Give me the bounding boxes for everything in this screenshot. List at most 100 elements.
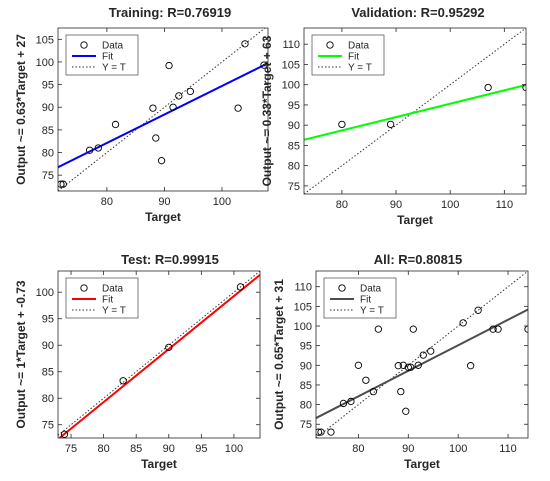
training-data-point	[260, 61, 268, 69]
training-legend-entry: Fit	[102, 52, 113, 63]
validation-x-tick-label: 110	[496, 199, 514, 211]
training-axes-frame	[57, 27, 269, 192]
training-legend-entry: Y = T	[102, 63, 126, 74]
test-data-point	[236, 283, 245, 291]
all-data-point	[474, 306, 482, 314]
all-y-axis-label: Output ~= 0.65*Target + 31	[272, 279, 286, 430]
validation-legend-entry: Y = T	[348, 63, 372, 74]
test-data-point	[60, 430, 69, 438]
test-fit-line	[58, 274, 260, 438]
training-title: Training: R=0.76919	[109, 5, 231, 20]
all-legend-entry: Data	[360, 284, 382, 295]
test-x-tick-label: 90	[163, 443, 175, 455]
all-y-tick-label: 105	[294, 301, 312, 313]
all-panel: All: R=0.80815 80 90 100 110 75 80 85 90 95 100 10…	[272, 252, 529, 471]
all-data-point	[414, 361, 422, 369]
all-data-point	[347, 397, 355, 406]
test-legend-entry: Data	[102, 284, 124, 295]
test-x-tick-label: 95	[195, 443, 207, 455]
all-y-tick-label: 85	[300, 380, 312, 392]
training-data-point	[234, 104, 242, 112]
all-data-point	[399, 361, 407, 369]
validation-plot-content	[304, 28, 526, 194]
training-legend-data-marker	[80, 41, 88, 49]
test-x-axis-label: Target	[141, 457, 177, 471]
all-y-tick-label: 75	[300, 419, 312, 431]
training-y-tick-label: 75	[42, 170, 54, 182]
all-data-point	[489, 325, 497, 333]
test-y-tick-label: 100	[36, 287, 54, 299]
training-data-point	[175, 92, 183, 100]
validation-x-axis-label: Target	[397, 213, 433, 227]
validation-title: Validation: R=0.95292	[351, 5, 484, 20]
validation-y-tick-label: 100	[282, 80, 300, 92]
validation-y-tick-label: 75	[288, 181, 300, 193]
training-data-point	[165, 61, 173, 70]
validation-data-point	[484, 83, 492, 92]
training-y-tick-label: 95	[42, 80, 54, 92]
test-axes-frame	[57, 270, 261, 439]
training-legend-entry: Data	[102, 41, 124, 52]
training-y-axis-label: Output ~= 0.63*Target + 27	[14, 34, 28, 185]
test-y-tick-label: 90	[42, 340, 54, 352]
test-data-point	[119, 377, 127, 385]
all-data-point	[466, 362, 475, 370]
training-plot-content	[58, 28, 268, 191]
test-legend-entry: Y = T	[102, 306, 126, 317]
all-data-point	[494, 325, 502, 333]
all-data-point	[354, 361, 363, 369]
test-y-tick-label: 75	[42, 420, 54, 432]
all-data-point	[419, 351, 427, 359]
validation-identity-line	[304, 28, 526, 194]
all-data-point	[404, 363, 412, 371]
all-legend-entry: Y = T	[360, 306, 384, 317]
all-fit-line	[316, 308, 528, 419]
training-panel: Training: R=0.76919 80 90 100 75 80 85 90 95 100…	[14, 5, 269, 224]
training-data-point	[111, 120, 120, 129]
test-title: Test: R=0.99915	[121, 252, 219, 267]
test-y-tick-label: 95	[42, 314, 54, 326]
validation-legend-data-marker	[326, 41, 334, 49]
all-y-tick-label: 80	[300, 400, 312, 412]
validation-legend-entry: Data	[348, 41, 370, 52]
validation-fit-line	[304, 84, 526, 141]
test-plot-content	[58, 271, 260, 438]
all-identity-line	[316, 271, 528, 438]
test-legend-data-marker	[80, 284, 88, 292]
training-data-point	[157, 157, 166, 165]
all-data-point	[409, 325, 417, 333]
all-y-tick-label: 95	[300, 341, 312, 353]
training-y-tick-label: 90	[42, 102, 54, 114]
training-y-tick-label: 105	[36, 34, 54, 46]
all-legend-entry: Fit	[360, 295, 371, 306]
test-panel: Test: R=0.99915 75 80 85 90 95 100 75 80 85 90 95 1…	[14, 252, 261, 471]
validation-legend-entry: Fit	[348, 52, 359, 63]
test-y-tick-label: 85	[42, 367, 54, 379]
test-y-tick-label: 80	[42, 393, 54, 405]
validation-y-tick-label: 80	[288, 161, 300, 173]
training-data-point	[94, 144, 102, 152]
validation-x-tick-label: 80	[336, 199, 348, 211]
all-x-tick-label: 80	[352, 443, 364, 455]
training-data-point	[241, 40, 249, 48]
test-x-tick-label: 80	[97, 443, 109, 455]
all-data-point	[317, 428, 325, 436]
validation-y-axis-label: Output ~= 0.33*Target + 63	[260, 35, 274, 186]
training-data-point	[186, 87, 194, 96]
validation-y-tick-label: 95	[288, 100, 300, 112]
all-legend-data-marker	[338, 284, 346, 292]
all-y-tick-label: 100	[294, 321, 312, 333]
training-data-point	[169, 103, 177, 111]
validation-y-tick-label: 85	[288, 140, 300, 152]
training-x-tick-label: 100	[213, 196, 231, 208]
validation-data-point	[386, 120, 395, 129]
training-data-point	[58, 180, 65, 188]
training-data-point	[152, 134, 160, 142]
validation-y-tick-label: 90	[288, 120, 300, 132]
all-data-point	[327, 428, 335, 436]
training-y-tick-label: 85	[42, 125, 54, 137]
all-axes-frame	[315, 270, 529, 439]
training-data-point	[85, 146, 94, 154]
